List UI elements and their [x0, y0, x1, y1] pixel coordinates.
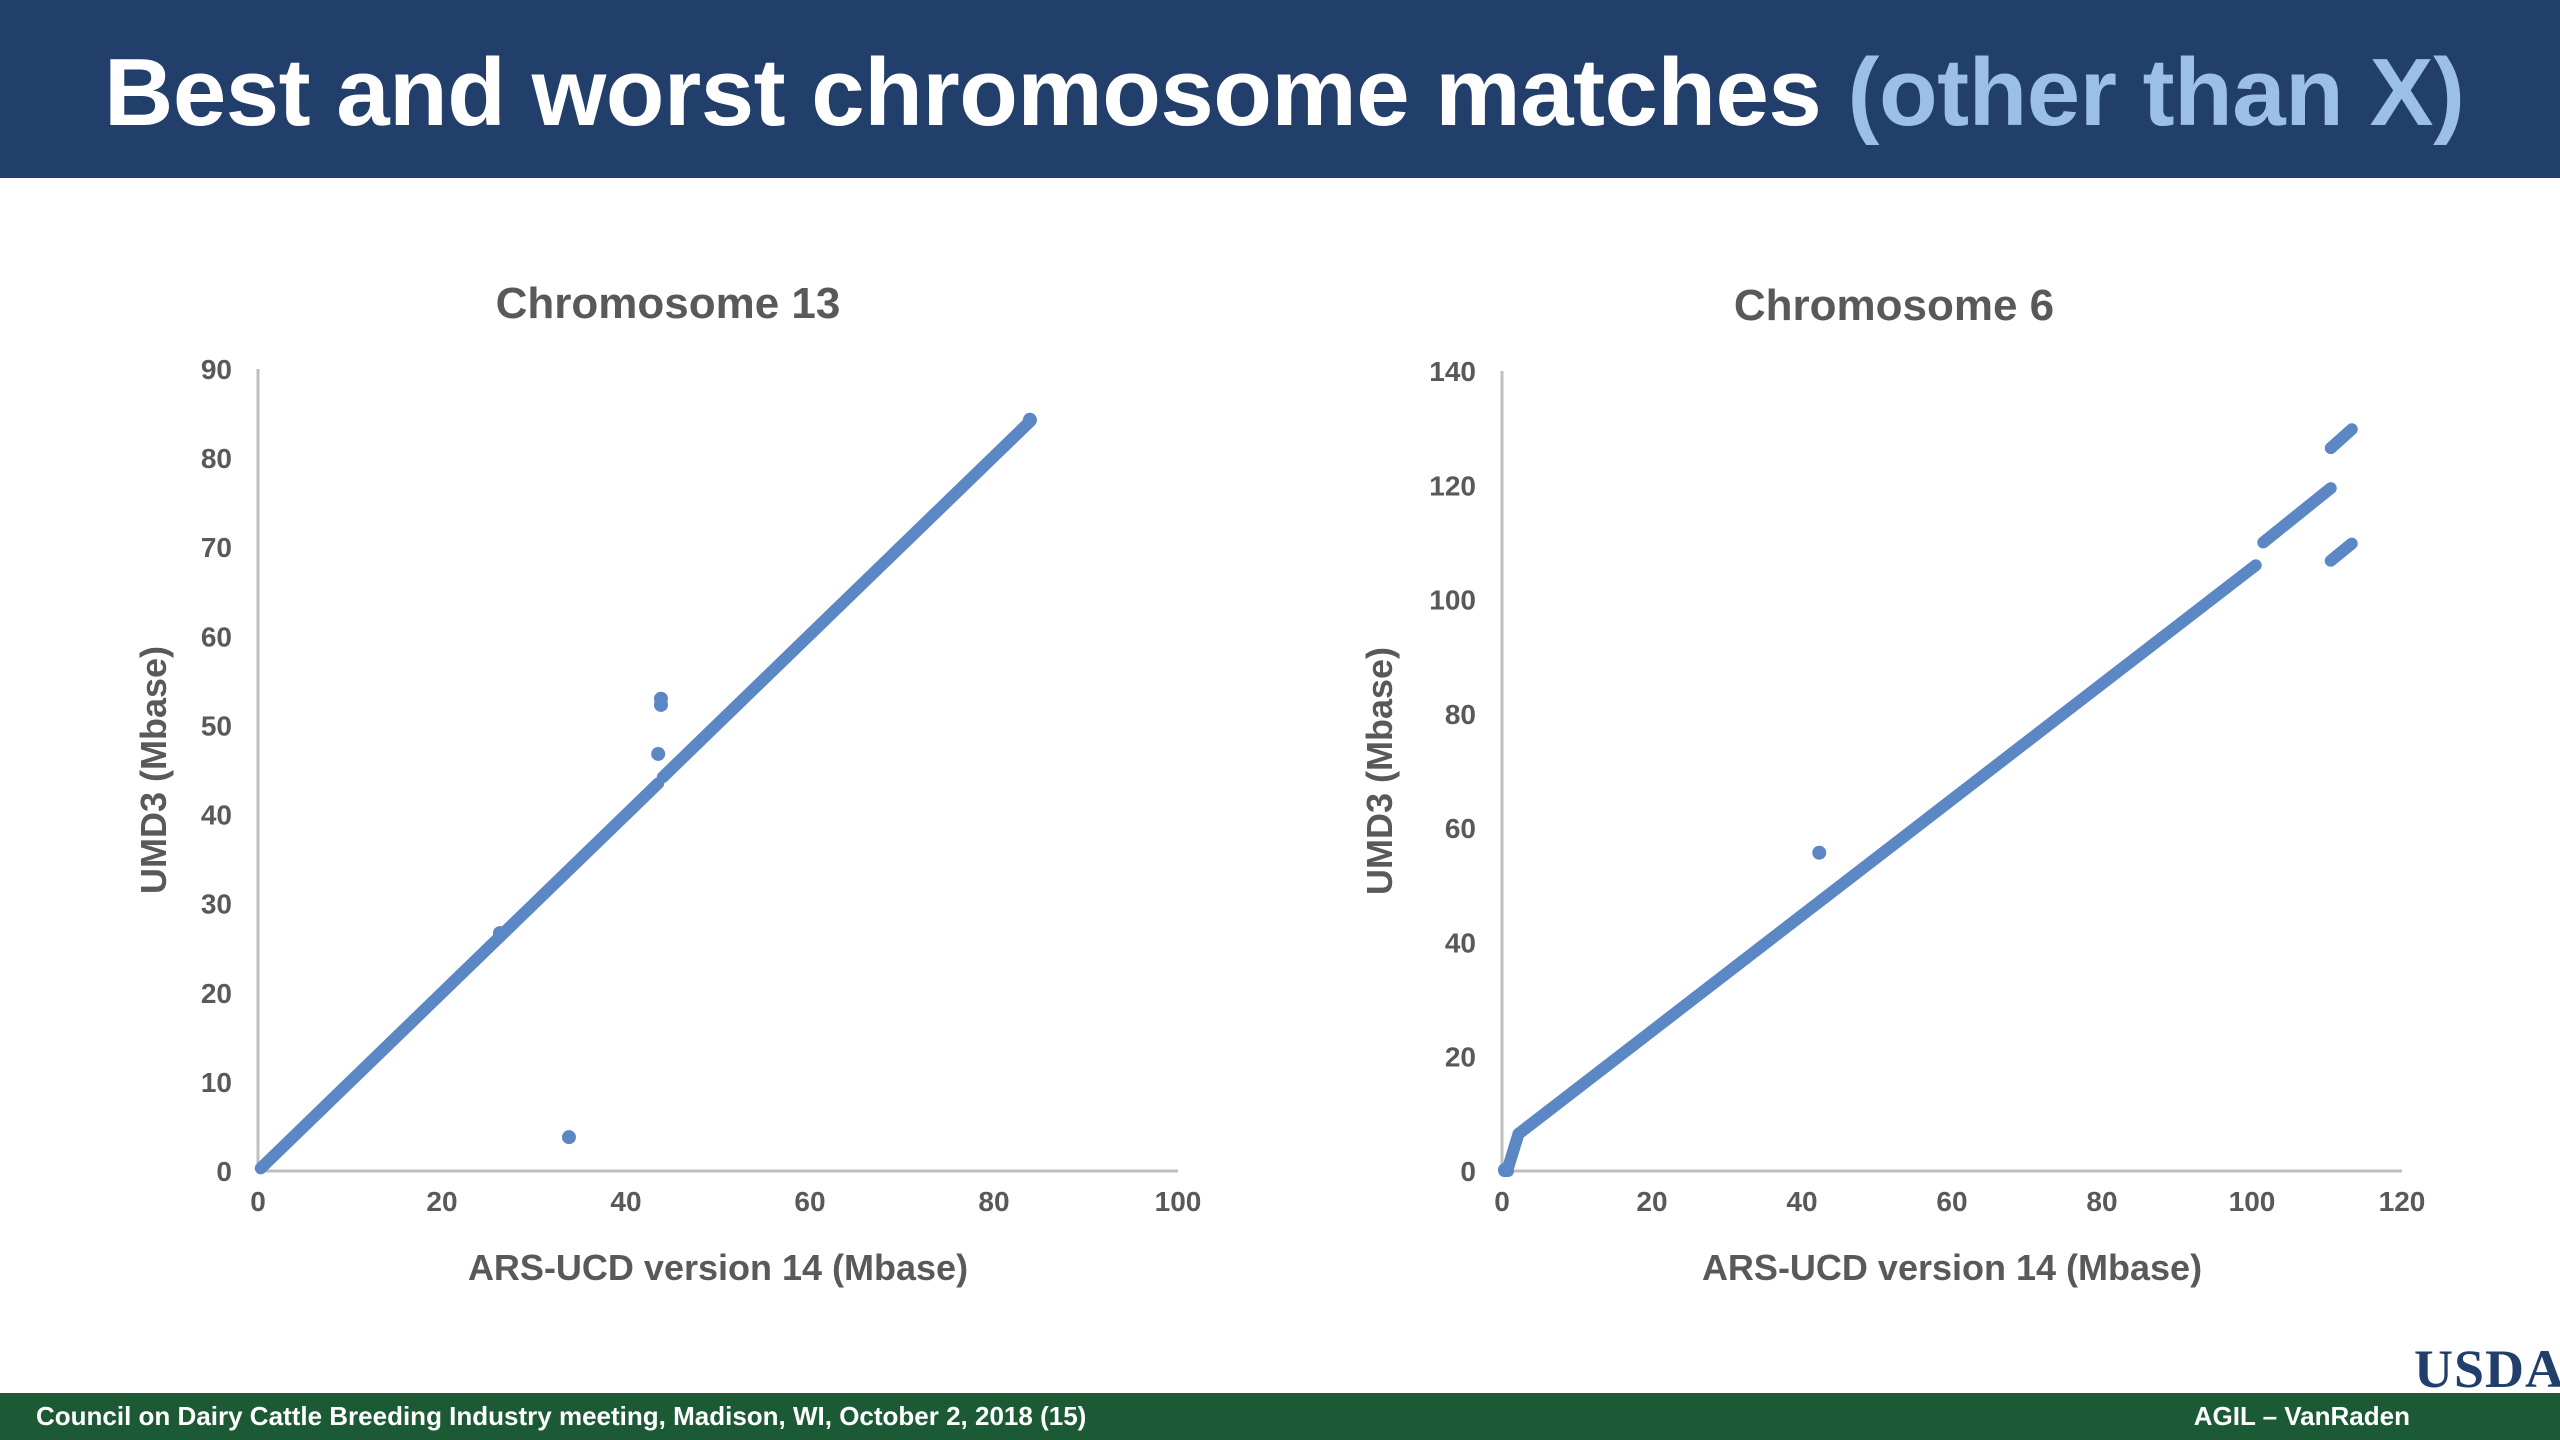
usda-logo-swoosh	[2418, 1396, 2560, 1436]
y-tick-label: 40	[201, 800, 232, 831]
data-point-run	[1512, 559, 2262, 1140]
chart-title: Chromosome 6	[1734, 281, 2054, 330]
x-tick-label: 100	[1155, 1186, 1202, 1217]
footer-author: AGIL – VanRaden	[2193, 1401, 2410, 1431]
x-tick-label: 80	[2086, 1186, 2117, 1217]
data-point	[561, 1130, 576, 1145]
x-tick-label: 40	[610, 1186, 641, 1217]
data-point	[651, 746, 666, 761]
y-tick-label: 100	[1429, 585, 1476, 616]
data-point-run	[656, 414, 1037, 784]
usda-logo-text: USDA	[2414, 1339, 2560, 1399]
data-point-run	[2257, 482, 2337, 549]
x-tick-label: 0	[250, 1186, 266, 1217]
y-tick-label: 0	[1460, 1156, 1476, 1187]
y-tick-label: 70	[201, 532, 232, 563]
y-tick-label: 50	[201, 710, 232, 741]
y-tick-label: 0	[216, 1156, 232, 1187]
y-tick-label: 60	[1445, 813, 1476, 844]
y-tick-label: 80	[201, 443, 232, 474]
y-tick-label: 40	[1445, 927, 1476, 958]
y-tick-label: 20	[1445, 1042, 1476, 1073]
y-tick-label: 60	[201, 621, 232, 652]
y-axis-label: UMD3 (Mbase)	[1359, 647, 1400, 895]
slide-title-main: Best and worst chromosome matches	[104, 39, 1822, 146]
y-tick-label: 120	[1429, 470, 1476, 501]
chart-chromosome-13: Chromosome 13 0 20 40 60 80 100 0 10 20 30 40 50 60 70…	[133, 279, 1202, 1288]
y-tick-label: 30	[201, 889, 232, 920]
usda-logo: USDA	[2410, 1338, 2560, 1440]
data-point-run	[254, 777, 665, 1175]
x-tick-label: 20	[1636, 1186, 1667, 1217]
slide-title: Best and worst chromosome matches (other…	[104, 38, 2465, 148]
footer-bar: Council on Dairy Cattle Breeding Industr…	[0, 1393, 2560, 1440]
y-tick-label: 90	[201, 354, 232, 385]
data-point	[1498, 1162, 1512, 1177]
x-tick-label: 60	[794, 1186, 825, 1217]
y-tick-label: 140	[1429, 356, 1476, 387]
x-axis-label: ARS-UCD version 14 (Mbase)	[1702, 1247, 2202, 1288]
data-point-run	[2324, 423, 2358, 455]
x-tick-label: 80	[978, 1186, 1009, 1217]
data-point-run	[2324, 537, 2358, 567]
data-point	[1022, 412, 1037, 427]
x-tick-label: 20	[426, 1186, 457, 1217]
x-tick-label: 120	[2379, 1186, 2426, 1217]
y-tick-label: 10	[201, 1067, 232, 1098]
y-tick-label: 20	[201, 978, 232, 1009]
x-tick-label: 40	[1786, 1186, 1817, 1217]
data-point	[492, 926, 507, 941]
data-point	[653, 697, 668, 712]
title-bar: Best and worst chromosome matches (other…	[0, 0, 2560, 178]
footer-meeting-info: Council on Dairy Cattle Breeding Industr…	[36, 1401, 1087, 1431]
x-tick-label: 0	[1494, 1186, 1510, 1217]
x-tick-label: 60	[1936, 1186, 1967, 1217]
y-tick-label: 80	[1445, 699, 1476, 730]
slide-title-accent: (other than X)	[1847, 39, 2465, 146]
chart-chromosome-6: Chromosome 6 0 20 40 60 80 100 120 0 20 40 60 80 100 1…	[1359, 281, 2426, 1288]
chart-title: Chromosome 13	[496, 279, 841, 328]
y-axis-label: UMD3 (Mbase)	[133, 646, 174, 894]
x-tick-label: 100	[2229, 1186, 2276, 1217]
data-point	[1812, 845, 1827, 860]
x-axis-label: ARS-UCD version 14 (Mbase)	[468, 1247, 968, 1288]
